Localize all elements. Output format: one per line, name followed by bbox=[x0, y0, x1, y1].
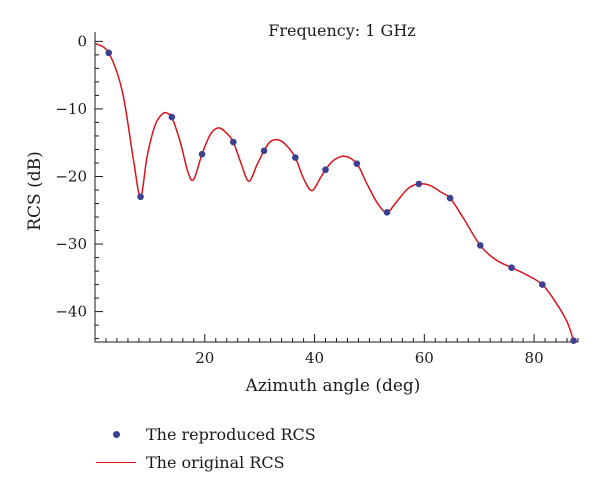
reproduced-rcs-point bbox=[230, 138, 237, 146]
reproduced-rcs-point bbox=[322, 166, 329, 174]
x-axis-title: Azimuth angle (deg) bbox=[245, 376, 421, 396]
reproduced-points bbox=[105, 49, 577, 344]
y-tick-label: −40 bbox=[55, 303, 87, 321]
reproduced-rcs-point bbox=[570, 337, 577, 344]
reproduced-rcs-point bbox=[292, 154, 299, 161]
y-tick-label: −10 bbox=[55, 100, 87, 118]
y-axis-title: RCS (dB) bbox=[25, 151, 45, 231]
legend-label-original: The original RCS bbox=[146, 452, 285, 472]
x-tick-label: 20 bbox=[195, 349, 214, 367]
x-tick-label: 80 bbox=[525, 349, 544, 367]
original-rcs-line bbox=[94, 42, 575, 341]
legend-marker-dot bbox=[96, 424, 136, 444]
reproduced-rcs-point bbox=[446, 194, 454, 202]
reproduced-rcs-point bbox=[383, 208, 391, 216]
reproduced-rcs-point bbox=[105, 49, 113, 57]
y-tick-label: −30 bbox=[55, 235, 87, 253]
reproduced-rcs-point bbox=[508, 264, 515, 271]
y-tick-label: 0 bbox=[77, 32, 87, 50]
legend-label-reproduced: The reproduced RCS bbox=[146, 424, 316, 444]
legend-marker-line bbox=[96, 452, 136, 472]
x-tick-label: 60 bbox=[415, 349, 434, 367]
y-tick-label: −20 bbox=[55, 167, 87, 185]
axes: 20 40 60 80 0 −10 −20 −30 −40 bbox=[55, 32, 579, 367]
reproduced-rcs-point bbox=[353, 160, 361, 167]
reproduced-rcs-point bbox=[539, 281, 546, 288]
frequency-annotation: Frequency: 1 GHz bbox=[268, 21, 415, 40]
x-tick-label: 40 bbox=[305, 349, 324, 367]
reproduced-rcs-point bbox=[477, 242, 484, 249]
reproduced-rcs-point bbox=[168, 113, 176, 121]
reproduced-rcs-point bbox=[137, 193, 144, 201]
legend-item-reproduced: The reproduced RCS bbox=[96, 420, 316, 448]
reproduced-rcs-point bbox=[415, 180, 423, 188]
legend-item-original: The original RCS bbox=[96, 448, 316, 476]
plot-area bbox=[94, 42, 575, 341]
reproduced-rcs-point bbox=[260, 147, 268, 155]
reproduced-rcs-point bbox=[198, 150, 206, 158]
legend: The reproduced RCS The original RCS bbox=[96, 420, 316, 476]
